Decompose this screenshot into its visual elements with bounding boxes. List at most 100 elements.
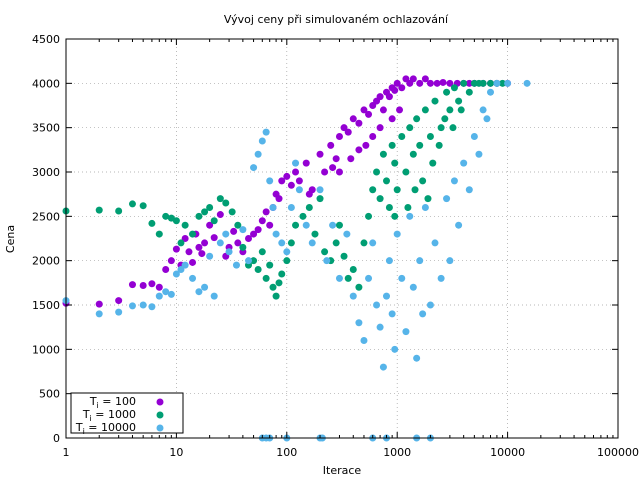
- data-point: [275, 279, 283, 287]
- data-point: [329, 221, 337, 229]
- data-point: [416, 257, 424, 265]
- data-point: [329, 164, 337, 172]
- data-point: [396, 106, 404, 114]
- data-point: [523, 79, 531, 87]
- data-point: [446, 257, 454, 265]
- data-point: [128, 200, 136, 208]
- data-point: [308, 239, 316, 247]
- data-point: [198, 250, 206, 258]
- data-point: [373, 168, 381, 176]
- legend-marker: [156, 411, 164, 419]
- data-point: [95, 310, 103, 318]
- data-point: [391, 86, 399, 94]
- data-point: [266, 177, 274, 185]
- data-point: [305, 203, 313, 211]
- data-point: [365, 212, 373, 220]
- data-point: [189, 230, 197, 238]
- data-point: [402, 328, 410, 336]
- data-point: [139, 202, 147, 210]
- data-point: [321, 168, 329, 176]
- data-point: [148, 219, 156, 227]
- data-point: [487, 79, 494, 87]
- data-point: [167, 257, 175, 265]
- data-point: [479, 106, 487, 114]
- data-point: [292, 221, 300, 229]
- data-point: [295, 177, 303, 185]
- y-tick-label: 2000: [32, 255, 60, 268]
- data-point: [398, 84, 406, 92]
- data-point: [195, 243, 203, 251]
- y-tick-label: 500: [39, 388, 60, 401]
- data-point: [431, 97, 439, 105]
- data-point: [189, 274, 197, 282]
- data-point: [245, 257, 253, 265]
- data-point: [435, 141, 443, 149]
- data-point: [335, 274, 343, 282]
- data-point: [439, 78, 447, 86]
- data-point: [287, 239, 295, 247]
- data-point: [391, 212, 399, 220]
- data-point: [305, 190, 313, 198]
- y-axis-label: Cena: [4, 225, 17, 253]
- data-point: [316, 195, 324, 203]
- data-point: [181, 221, 189, 229]
- data-point: [355, 146, 363, 154]
- legend-label: Ti = 10000: [75, 421, 136, 436]
- data-point: [139, 301, 147, 309]
- data-point: [419, 177, 427, 185]
- data-point: [148, 303, 156, 311]
- data-point: [460, 79, 468, 87]
- data-point: [311, 230, 319, 238]
- data-point: [201, 208, 209, 216]
- data-point: [340, 124, 348, 132]
- data-point: [404, 203, 412, 211]
- data-point: [344, 274, 352, 282]
- data-point: [128, 281, 136, 289]
- data-point: [388, 115, 396, 123]
- data-point: [95, 300, 103, 308]
- data-point: [234, 239, 242, 247]
- data-point: [402, 168, 410, 176]
- series-3: [62, 79, 531, 442]
- data-point: [369, 133, 377, 141]
- data-point: [172, 245, 180, 253]
- y-tick-label: 0: [53, 432, 60, 445]
- data-point: [258, 248, 266, 256]
- data-point: [258, 217, 266, 225]
- data-point: [155, 292, 163, 300]
- data-point: [349, 266, 357, 274]
- x-tick-label: 1: [63, 446, 70, 459]
- data-point: [406, 124, 414, 132]
- data-point: [421, 203, 429, 211]
- data-point: [379, 106, 387, 114]
- data-point: [177, 266, 185, 274]
- data-point: [272, 292, 280, 300]
- y-tick-label: 1000: [32, 343, 60, 356]
- data-point: [383, 177, 390, 185]
- data-point: [239, 226, 247, 234]
- data-point: [283, 257, 291, 265]
- data-point: [441, 115, 449, 123]
- data-point: [335, 168, 343, 176]
- data-point: [172, 270, 180, 278]
- data-point: [216, 211, 224, 219]
- data-point: [369, 186, 377, 194]
- data-point: [216, 195, 224, 203]
- data-point: [437, 274, 445, 282]
- data-point: [406, 212, 414, 220]
- data-point: [443, 195, 451, 203]
- data-point: [349, 115, 357, 123]
- data-point: [266, 221, 274, 229]
- data-point: [416, 141, 424, 149]
- data-point: [449, 124, 457, 132]
- data-point: [426, 79, 434, 87]
- data-point: [155, 283, 163, 291]
- data-point: [376, 323, 384, 331]
- y-tick-label: 4000: [32, 77, 60, 90]
- data-point: [287, 181, 295, 189]
- data-point: [446, 106, 454, 114]
- data-point: [302, 221, 310, 229]
